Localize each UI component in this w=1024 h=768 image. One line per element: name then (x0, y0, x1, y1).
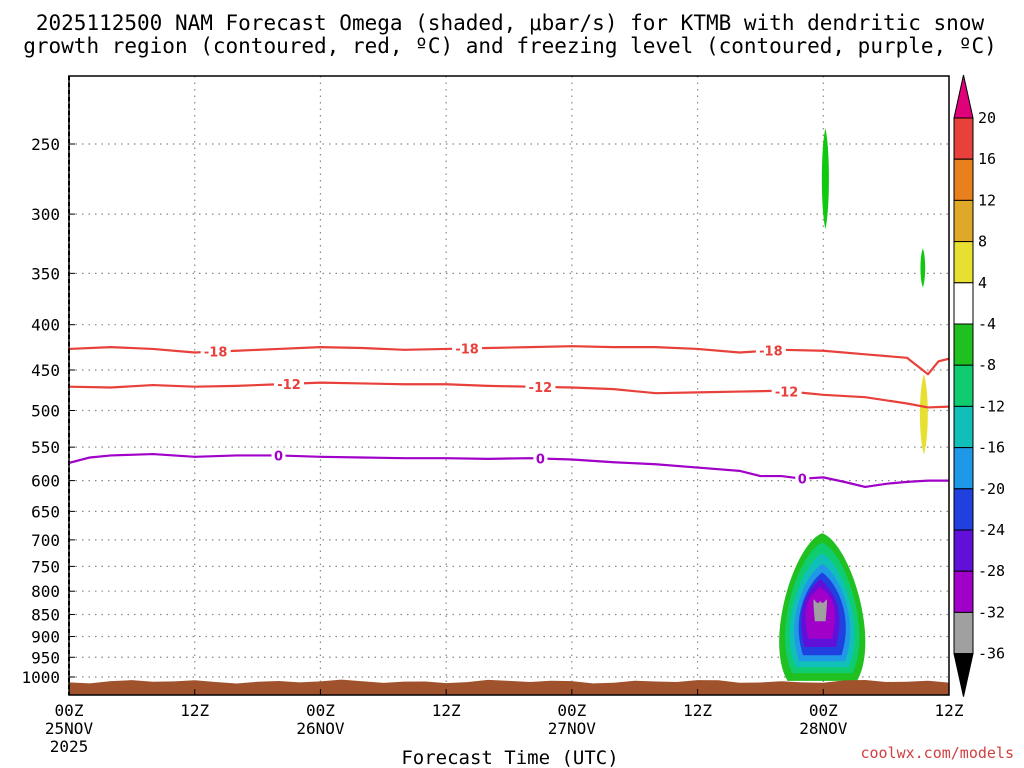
x-tick-label: 00Z (557, 701, 586, 720)
colorbar-segment (953, 488, 974, 531)
freezing-level-label-bg (271, 447, 286, 464)
x-tick-label: 00Z (55, 701, 84, 720)
colorbar-tick-label: 12 (978, 191, 996, 209)
upper-upward-motion (821, 128, 829, 230)
y-tick-label: 900 (31, 627, 60, 646)
y-tick-label: 300 (31, 205, 60, 224)
colorbar-tick-label: -32 (978, 603, 1005, 621)
x-tick-label: 25NOV (45, 719, 94, 738)
colorbar-tick-label: 8 (978, 233, 987, 251)
colorbar-segment (953, 323, 974, 366)
dgz-bottom-label-bg (771, 383, 802, 400)
dgz-bottom-label-bg (274, 375, 304, 392)
x-tick-label: 12Z (180, 701, 209, 720)
colorbar-segment (953, 241, 974, 284)
colorbar-segment (953, 611, 974, 655)
x-tick-label: 12Z (935, 701, 964, 720)
dgz-bottom-label: -12 (529, 381, 553, 396)
colorbar-tick-label: 4 (978, 274, 987, 292)
low-level-upward-motion-band (813, 599, 828, 622)
dgz-top-label-bg (200, 343, 231, 360)
colorbar: 20 16 12 8 4 -4 -8 -12 -16 -20 -24 -28 -32 -36 (953, 74, 1005, 697)
y-axis-ticks: 250 300 350 400 450 500 550 600 650 700 750 800 850 9… (21, 135, 75, 687)
colorbar-tick-label: -20 (978, 480, 1005, 498)
freezing-level-label: 0 (536, 453, 545, 468)
x-tick-label: 26NOV (296, 719, 345, 738)
dgz-bottom-label: -12 (277, 378, 301, 393)
dgz-top-label-bg (755, 342, 786, 359)
colorbar-segment (953, 117, 974, 160)
x-axis-title: Forecast Time (UTC) (401, 747, 618, 768)
colorbar-tick-label: 20 (978, 109, 996, 127)
chart-title-line-1: 2025112500 NAM Forecast Omega (shaded, μ… (36, 11, 985, 35)
x-tick-label: 28NOV (799, 719, 848, 738)
colorbar-segment (953, 529, 974, 572)
y-tick-label: 450 (31, 361, 60, 380)
freezing-level-label-bg (795, 470, 810, 487)
y-tick-label: 800 (31, 582, 60, 601)
y-tick-label: 600 (31, 472, 60, 491)
credit-text[interactable]: coolwx.com/models (860, 744, 1014, 762)
y-tick-label: 700 (31, 531, 60, 550)
colorbar-segment (953, 570, 974, 613)
x-tick-label: 12Z (683, 701, 712, 720)
y-tick-label: 500 (31, 402, 60, 421)
dgz-top-label: -18 (455, 342, 479, 357)
omega-shading (69, 128, 949, 695)
colorbar-segment (953, 364, 974, 407)
freezing-level-label: 0 (798, 473, 807, 488)
colorbar-tick-label: -8 (978, 356, 996, 374)
x-tick-label: 2025 (50, 737, 89, 756)
y-tick-label: 250 (31, 135, 60, 154)
x-tick-label: 27NOV (548, 719, 597, 738)
y-tick-label: 400 (31, 316, 60, 335)
colorbar-tick-label: -36 (978, 645, 1005, 663)
dgz-bottom-label: -12 (775, 385, 799, 400)
temperature-contours: -18 -18 -18 -12 -12 -12 0 0 0 (69, 340, 949, 489)
y-tick-label: 1000 (21, 668, 60, 687)
dgz-top-label: -18 (759, 344, 783, 359)
x-tick-label: 00Z (306, 701, 335, 720)
colorbar-segment (953, 158, 974, 201)
dgz-downward-motion (919, 374, 928, 455)
y-tick-label: 350 (31, 264, 60, 283)
ground (69, 679, 949, 695)
dgz-bottom-label-bg (525, 378, 556, 395)
y-tick-label: 850 (31, 606, 60, 625)
colorbar-tick-label: -16 (978, 439, 1005, 457)
colorbar-bottom-arrow (953, 653, 974, 697)
dgz-top-label-bg (452, 340, 483, 357)
colorbar-tick-label: -12 (978, 397, 1005, 415)
colorbar-segment (953, 282, 974, 325)
freezing-level-line (69, 452, 949, 489)
chart-title-line-2: growth region (contoured, red, ºC) and f… (23, 34, 997, 58)
y-tick-label: 950 (31, 648, 60, 667)
dgz-top-label: -18 (204, 346, 228, 361)
colorbar-top-arrow (953, 74, 974, 119)
y-tick-label: 750 (31, 557, 60, 576)
colorbar-tick-label: -4 (978, 315, 996, 333)
y-tick-label: 650 (31, 502, 60, 521)
freezing-level-label: 0 (274, 449, 283, 464)
x-tick-label: 12Z (432, 701, 461, 720)
colorbar-segment (953, 447, 974, 490)
mid-upward-motion (920, 248, 926, 288)
colorbar-segment (953, 199, 974, 243)
freezing-level-label-bg (533, 450, 548, 467)
colorbar-tick-label: -28 (978, 562, 1005, 580)
x-tick-label: 00Z (809, 701, 838, 720)
colorbar-segment (953, 405, 974, 449)
colorbar-tick-label: -24 (978, 521, 1005, 539)
colorbar-tick-label: 16 (978, 150, 996, 168)
y-tick-label: 550 (31, 438, 60, 457)
